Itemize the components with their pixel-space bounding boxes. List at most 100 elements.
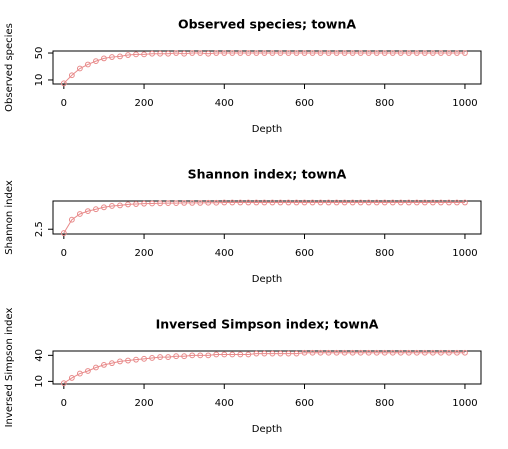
y-tick-label: 50: [34, 47, 45, 60]
data-point: [181, 50, 188, 57]
data-point: [60, 230, 67, 236]
data-point: [245, 199, 252, 206]
data-point: [197, 200, 204, 206]
data-point: [429, 349, 436, 356]
data-point: [125, 201, 131, 208]
y-tick-label: 40: [34, 349, 45, 362]
data-point: [173, 50, 180, 56]
data-point: [157, 354, 164, 360]
x-tick-label: 200: [135, 398, 154, 409]
plot-frame: [52, 50, 482, 85]
x-tick-label: 1000: [452, 398, 477, 409]
data-point: [301, 349, 308, 356]
data-point: [157, 200, 164, 207]
data-point: [253, 350, 260, 357]
data-point: [349, 50, 356, 56]
x-tick-label: 800: [375, 98, 394, 109]
data-point: [437, 50, 444, 56]
data-point: [149, 200, 155, 207]
data-point: [405, 199, 412, 206]
data-point: [405, 50, 412, 56]
data-point: [333, 199, 340, 206]
y-tick-label: 10: [34, 74, 45, 87]
data-point: [253, 199, 260, 206]
data-point: [325, 50, 332, 56]
x-tick-label: 600: [295, 398, 314, 409]
data-point: [421, 50, 428, 56]
data-point: [245, 351, 252, 358]
data-point: [93, 58, 99, 65]
data-point: [381, 349, 388, 356]
data-point: [341, 50, 348, 56]
data-point: [93, 206, 99, 213]
data-point: [365, 349, 372, 356]
plot-frame: [52, 350, 482, 385]
data-point: [397, 50, 404, 56]
data-point: [101, 361, 107, 368]
y-axis-label: Shannon index: [4, 180, 15, 255]
data-point: [189, 352, 196, 359]
data-point: [413, 50, 420, 56]
series-line: [63, 202, 465, 234]
data-point: [301, 199, 308, 206]
data-point: [381, 50, 388, 56]
data-point: [189, 200, 196, 206]
data-point: [309, 349, 316, 356]
data-point: [333, 349, 340, 356]
data-point: [325, 199, 332, 206]
data-point: [389, 50, 396, 56]
data-point: [237, 199, 244, 206]
data-point: [462, 50, 468, 56]
data-point: [165, 354, 172, 360]
data-point: [60, 80, 67, 87]
plot-frame: [52, 200, 482, 235]
data-point: [269, 50, 276, 56]
data-point: [68, 72, 75, 79]
data-point: [269, 199, 276, 206]
data-point: [237, 50, 244, 56]
data-point: [462, 349, 468, 356]
data-point: [446, 50, 452, 56]
data-point: [405, 349, 412, 356]
data-point: [221, 50, 228, 56]
data-point: [293, 199, 300, 206]
data-point: [317, 349, 324, 356]
data-point: [133, 356, 139, 363]
chart-title: Shannon index; townA: [188, 167, 347, 182]
data-point: [101, 55, 107, 62]
data-point: [389, 349, 396, 356]
data-point: [413, 349, 420, 356]
data-point: [454, 199, 460, 206]
data-point: [357, 349, 364, 356]
data-point: [285, 199, 292, 206]
data-point: [229, 199, 236, 206]
data-point: [109, 54, 115, 60]
y-axis-label: Observed species: [4, 23, 15, 112]
data-point: [389, 199, 396, 206]
data-point: [213, 351, 220, 358]
data-point: [245, 50, 252, 56]
y-axis-label: Inversed Simpson index: [4, 308, 15, 428]
x-tick-label: 600: [295, 98, 314, 109]
data-point: [117, 358, 123, 365]
data-point: [181, 353, 188, 360]
data-point: [173, 200, 180, 206]
x-tick-label: 800: [375, 398, 394, 409]
data-point: [109, 203, 115, 209]
data-point: [149, 50, 155, 57]
data-point: [237, 351, 244, 358]
data-point: [317, 50, 324, 56]
data-point: [101, 204, 107, 211]
x-tick-label: 400: [215, 248, 234, 259]
data-point: [437, 349, 444, 356]
data-point: [341, 199, 348, 206]
x-tick-label: 200: [135, 248, 154, 259]
x-tick-label: 800: [375, 248, 394, 259]
data-point: [357, 199, 364, 206]
data-point: [133, 51, 139, 58]
data-point: [205, 352, 212, 359]
data-point: [462, 199, 468, 206]
data-point: [181, 200, 188, 206]
x-tick-label: 200: [135, 98, 154, 109]
